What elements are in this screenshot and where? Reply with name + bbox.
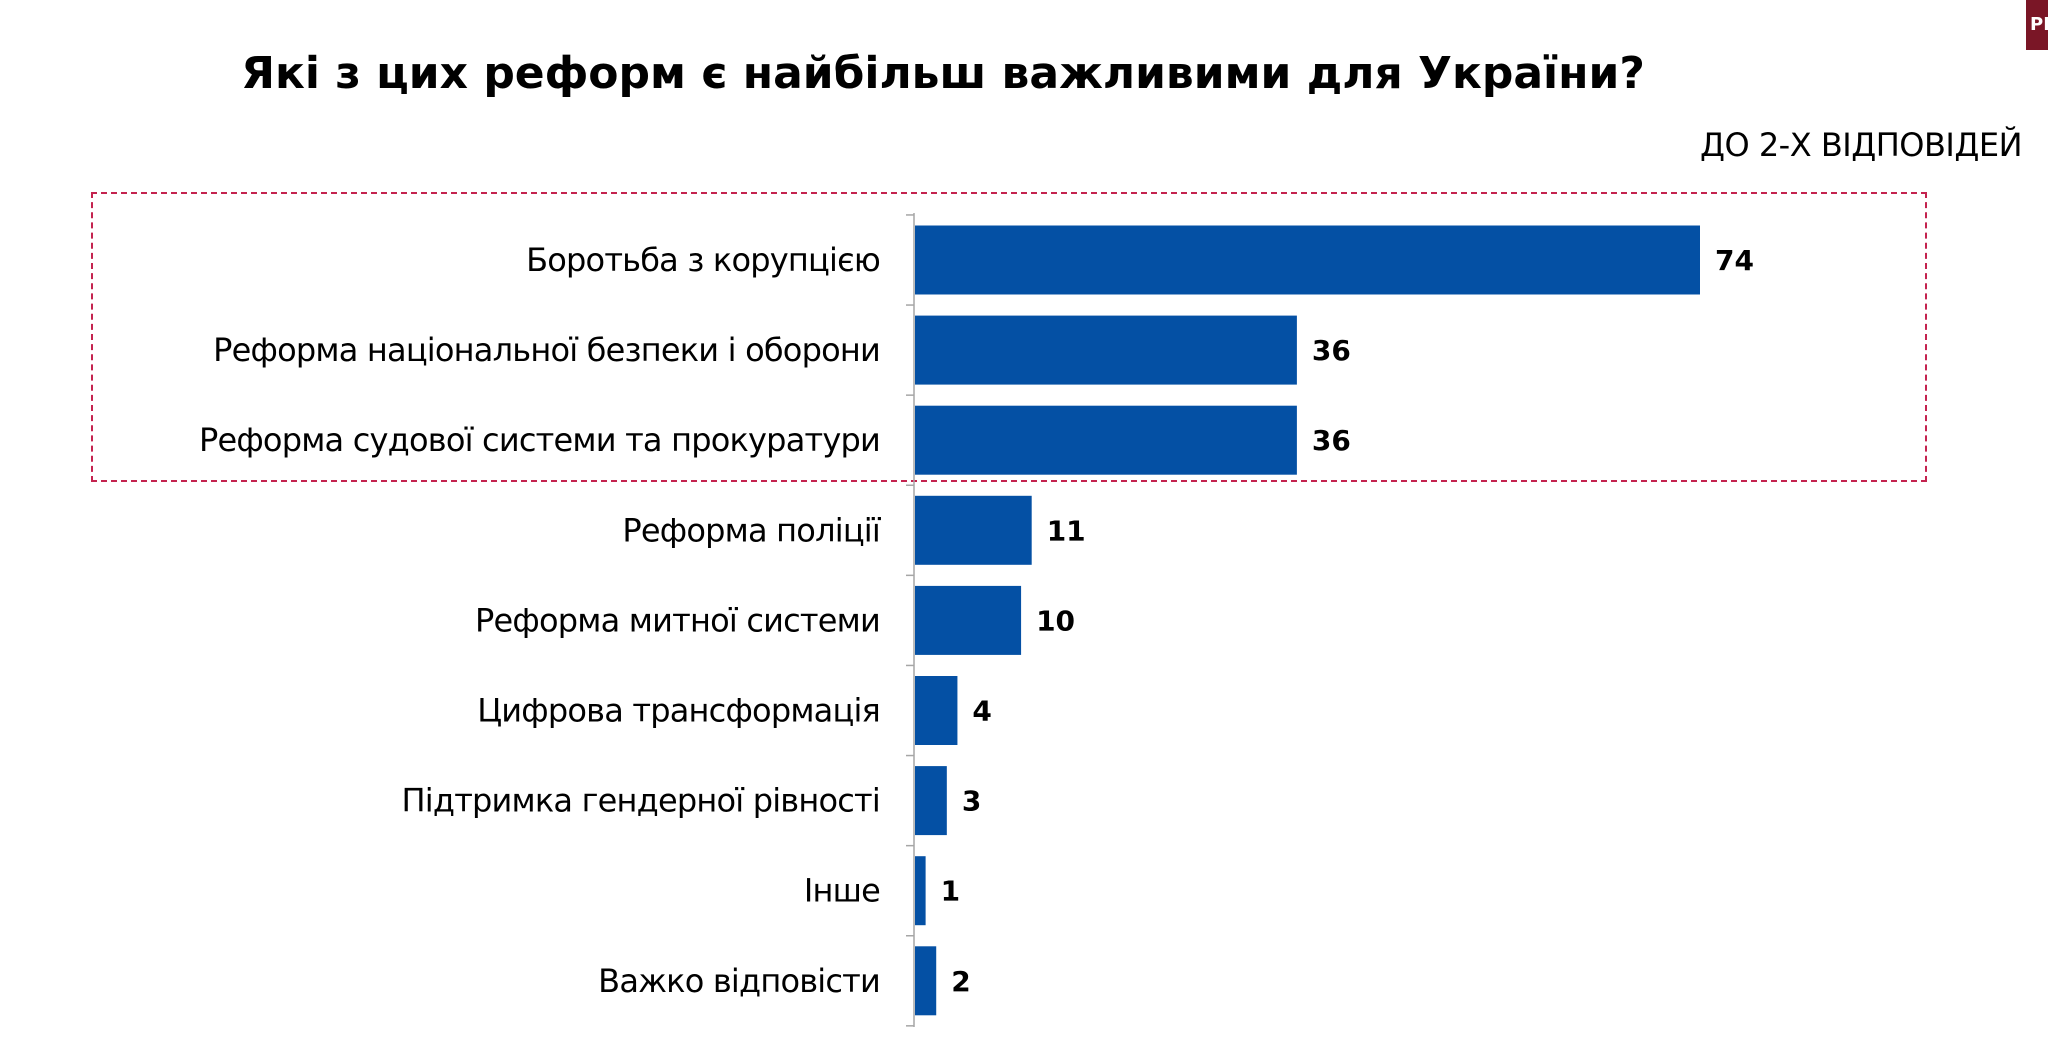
- chart-title: Які з цих реформ є найбільш важливими дл…: [241, 48, 1645, 99]
- category-labels: Боротьба з корупцією Реформа національної…: [199, 241, 883, 1000]
- category-label: Важко відповісти: [598, 962, 880, 1000]
- value-label: 74: [1715, 244, 1754, 277]
- bar: [915, 315, 1297, 385]
- value-label: 4: [972, 695, 991, 728]
- chart-subtitle: ДО 2-Х ВІДПОВІДЕЙ: [1699, 126, 2023, 164]
- bar: [915, 405, 1297, 475]
- category-label: Реформа митної системи: [475, 601, 880, 639]
- value-label: 10: [1036, 604, 1075, 637]
- category-label: Цифрова трансформація: [477, 692, 880, 730]
- category-label: Реформа судової системи та прокуратури: [199, 421, 880, 459]
- bar: [915, 946, 937, 1016]
- category-label: Реформа поліції: [622, 511, 881, 549]
- bar: [915, 585, 1022, 655]
- highlight-box: [91, 192, 1927, 482]
- value-label: 1: [941, 875, 960, 908]
- value-label: 3: [962, 785, 981, 818]
- bar: [915, 766, 947, 836]
- bar: [915, 856, 926, 926]
- bar: [915, 495, 1032, 565]
- axis-layer: [906, 213, 915, 1027]
- value-label: 36: [1312, 334, 1351, 367]
- category-label: Підтримка гендерної рівності: [402, 782, 880, 820]
- category-label: Реформа національної безпеки і оборони: [213, 331, 880, 369]
- value-label: 2: [951, 965, 970, 998]
- value-label: 11: [1047, 514, 1086, 547]
- bar: [915, 225, 1700, 295]
- category-label: Боротьба з корупцією: [526, 241, 880, 279]
- value-label: 36: [1312, 424, 1351, 457]
- category-label: Інше: [804, 872, 880, 910]
- bars-layer: [915, 225, 1700, 1016]
- value-labels: 74 36 36 11 10 4 3 1 2: [941, 244, 1754, 998]
- corner-badge: РІ: [2026, 0, 2048, 50]
- bar: [915, 676, 958, 745]
